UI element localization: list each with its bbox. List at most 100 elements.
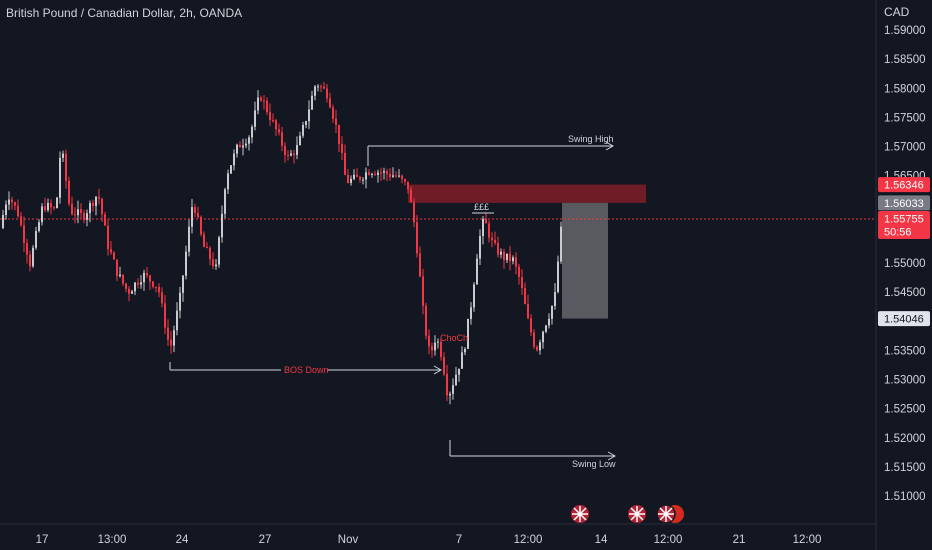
y-tick-label: 1.53500	[884, 345, 926, 357]
economic-event-flag-icon[interactable]	[628, 505, 646, 523]
candle	[509, 245, 511, 271]
target-price-value: 1.54046	[884, 314, 924, 326]
target-price-label: 1.54046	[878, 311, 930, 327]
economic-event-flag-icon[interactable]	[571, 505, 589, 523]
candle	[134, 281, 136, 296]
candle	[329, 92, 331, 109]
bos-down-marker[interactable]: BOS Down	[169, 362, 443, 376]
candle	[110, 241, 112, 255]
candle	[233, 149, 235, 171]
candle	[173, 325, 175, 353]
candle	[125, 282, 127, 293]
candle	[251, 124, 253, 144]
zone-top-price-value: 1.56346	[884, 180, 924, 192]
candle	[194, 203, 196, 218]
candle	[191, 198, 193, 234]
candle	[335, 109, 337, 134]
candle	[464, 347, 466, 356]
candle	[236, 143, 238, 158]
candle	[143, 269, 145, 291]
candle	[314, 84, 316, 101]
candle	[548, 313, 550, 329]
candle	[170, 330, 172, 354]
candle	[344, 144, 346, 176]
candle	[164, 295, 166, 334]
candle	[95, 195, 97, 216]
candle	[317, 84, 319, 92]
candle	[422, 268, 424, 315]
y-tick-label: 1.52500	[884, 404, 926, 416]
y-tick-label: 1.58000	[884, 83, 926, 95]
candle	[188, 219, 190, 257]
swing-high-marker[interactable]: Swing High	[367, 134, 615, 166]
candle	[155, 286, 157, 293]
candle	[512, 255, 514, 265]
candle	[86, 209, 88, 227]
candle	[14, 201, 16, 211]
current-price-value: 1.55755	[884, 214, 924, 226]
candle	[356, 168, 358, 178]
candle	[104, 211, 106, 226]
candle	[245, 138, 247, 149]
candle	[182, 275, 184, 302]
economic-event-flag-icon[interactable]	[656, 504, 684, 524]
candle	[506, 253, 508, 264]
candle	[17, 199, 19, 218]
y-tick-label: 1.54500	[884, 287, 926, 299]
candle	[2, 209, 4, 230]
swing-low-label: Swing Low	[572, 459, 616, 469]
candle	[311, 90, 313, 111]
candle	[431, 342, 433, 358]
candle	[326, 83, 328, 103]
candle	[383, 167, 385, 180]
candle	[197, 206, 199, 219]
zone-bottom-price-value: 1.56033	[884, 198, 924, 210]
candle	[113, 251, 115, 260]
candle	[518, 263, 520, 285]
x-tick-label: 7	[456, 534, 462, 546]
candle	[476, 253, 478, 285]
candle	[386, 168, 388, 182]
candle	[176, 302, 178, 336]
candle	[362, 177, 364, 185]
candle	[47, 198, 49, 213]
candle	[26, 238, 28, 264]
candle	[131, 289, 133, 294]
candle	[413, 198, 415, 228]
candle	[242, 138, 244, 156]
supply-zone[interactable]	[408, 184, 646, 203]
candle	[491, 232, 493, 248]
candle	[101, 197, 103, 222]
candle	[209, 246, 211, 266]
candle	[452, 378, 454, 400]
candle	[359, 175, 361, 183]
candle	[56, 196, 58, 209]
candle	[146, 266, 148, 278]
liquidity-marker: £££	[472, 202, 494, 214]
candle	[215, 258, 217, 270]
candle	[212, 252, 214, 270]
candle	[59, 151, 61, 204]
y-tick-label: 1.58500	[884, 54, 926, 66]
target-projection-box[interactable]	[562, 202, 608, 319]
y-tick-label: 1.53000	[884, 375, 926, 387]
candle	[8, 191, 10, 211]
candle	[560, 221, 562, 264]
candle	[347, 169, 349, 184]
candle	[500, 248, 502, 259]
candle	[341, 136, 343, 160]
x-tick-label: 27	[259, 534, 272, 546]
candle	[404, 178, 406, 186]
candle	[302, 121, 304, 139]
candle	[455, 366, 457, 387]
swing-low-marker[interactable]: Swing Low	[449, 440, 616, 469]
candle	[377, 169, 379, 183]
candle	[158, 283, 160, 298]
candle	[74, 207, 76, 224]
x-tick-label: 13:00	[98, 534, 127, 546]
candle	[23, 216, 25, 253]
candle	[434, 335, 436, 356]
candle	[371, 172, 373, 178]
